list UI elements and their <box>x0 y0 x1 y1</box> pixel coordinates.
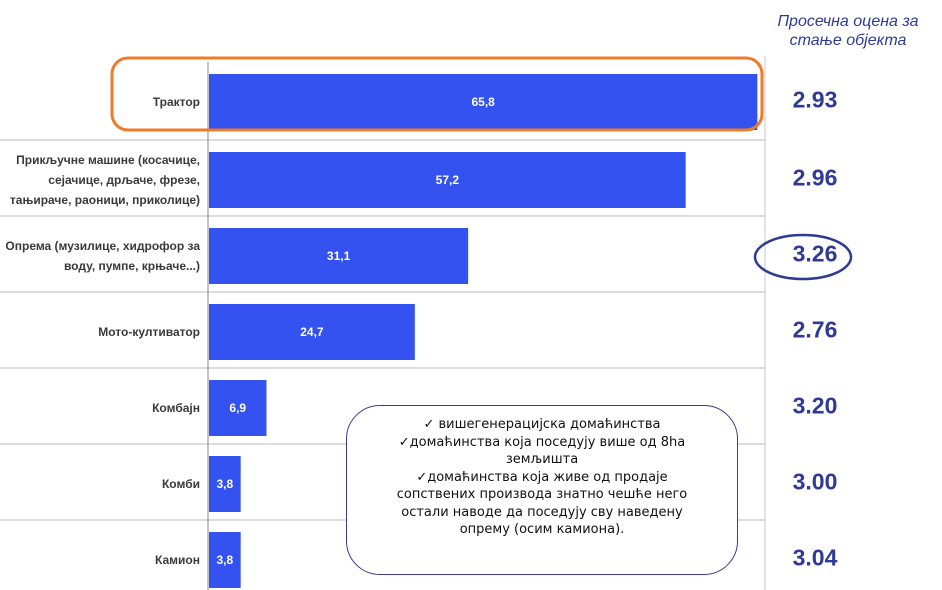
note-line: ✓ вишегенерацијска домаћинства <box>423 417 661 432</box>
bar <box>209 228 469 284</box>
category-label-line: Комбајн <box>152 401 200 415</box>
note-line: опрему (осим камиона). <box>459 522 625 537</box>
note-line: остали наводе да поседују сву наведену <box>401 504 683 520</box>
category-label: Камион <box>155 550 200 570</box>
bar-value-label: 6,9 <box>229 401 247 415</box>
bar <box>209 74 758 130</box>
category-label-line: Комби <box>161 477 200 491</box>
category-label-line: Трактор <box>152 95 200 109</box>
note-line: сопствених производа знатно чешће него <box>396 487 688 502</box>
highlight-outline <box>110 56 764 132</box>
category-label-line: воду, пумпе, крњаче...) <box>63 259 200 273</box>
category-label-line: Прикључне машине (косачице, <box>16 153 200 167</box>
note-line: ✓домаћинства која поседују више од 8ha <box>398 434 686 450</box>
rating-value: 3.00 <box>792 468 838 495</box>
rating-circle-highlight <box>753 233 853 281</box>
bar <box>209 532 241 588</box>
rating-value: 3.26 <box>792 240 838 267</box>
rating-value: 2.76 <box>792 316 838 343</box>
ratings-title: Просечна оцена за стање објекта <box>762 12 934 50</box>
category-label: Опрема (музилице, хидрофор за воду, пумпе… <box>5 236 200 276</box>
bar-value-label: 57,2 <box>435 173 460 187</box>
category-label: Трактор <box>153 92 200 112</box>
bar <box>209 152 686 208</box>
category-label-line: тањираче, раоници, приколице) <box>9 193 200 207</box>
category-label: Прикључне машине (косачице, сејачице, дрљ… <box>10 150 200 210</box>
bar <box>209 304 415 360</box>
ratings-title-line: Просечна оцена за <box>777 13 919 30</box>
rating-value: 2.93 <box>792 86 838 113</box>
rating-value: 2.96 <box>792 164 838 191</box>
note-line: ✓домаћинства која живе од продаје <box>416 469 668 485</box>
category-label-line: Опрема (музилице, хидрофор за <box>5 239 200 253</box>
category-label-line: Камион <box>155 553 200 567</box>
category-label: Мото-култиватор <box>98 322 200 342</box>
category-label: Комби <box>162 474 200 494</box>
bar-value-label: 3,8 <box>216 553 234 567</box>
note-callout: ✓ вишегенерацијска домаћинства ✓домаћинс… <box>346 405 738 575</box>
category-label-line: сејачице, дрљаче, фрезе, <box>48 173 200 187</box>
bar <box>209 380 267 436</box>
rating-value: 3.20 <box>792 392 838 419</box>
bar-value-label: 24,7 <box>300 325 324 339</box>
category-label: Комбајн <box>152 398 200 418</box>
bar-value-label: 3,8 <box>216 477 234 491</box>
bar <box>209 456 241 512</box>
ratings-title-line: стање објекта <box>789 32 907 49</box>
rating-value: 3.04 <box>792 544 838 571</box>
note-line: земљишта <box>505 452 579 467</box>
category-label-line: Мото-култиватор <box>98 325 200 339</box>
bar-value-label: 31,1 <box>326 249 351 263</box>
bar-value-label: 65,8 <box>471 95 495 109</box>
